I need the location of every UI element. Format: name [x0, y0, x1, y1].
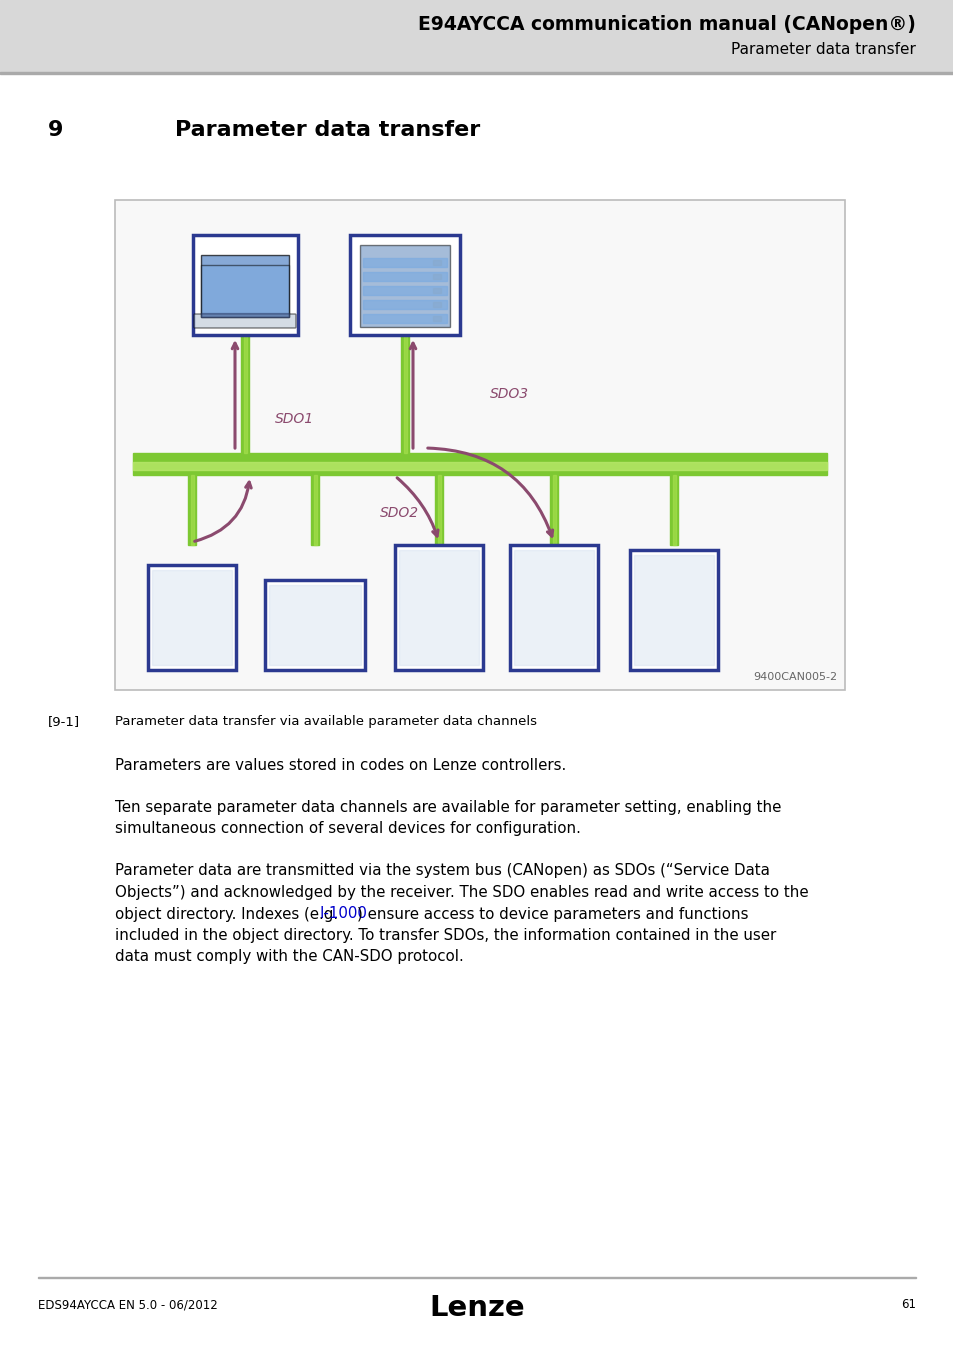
- Text: included in the object directory. To transfer SDOs, the information contained in: included in the object directory. To tra…: [115, 927, 776, 944]
- Text: data must comply with the CAN-SDO protocol.: data must comply with the CAN-SDO protoc…: [115, 949, 463, 964]
- Bar: [403, 335, 407, 454]
- Bar: [433, 316, 440, 321]
- Bar: [553, 475, 556, 545]
- Bar: [363, 315, 447, 323]
- Bar: [400, 335, 409, 454]
- Bar: [0, 0, 953, 72]
- Bar: [269, 585, 360, 666]
- Bar: [191, 475, 193, 545]
- Bar: [363, 258, 447, 267]
- FancyBboxPatch shape: [201, 255, 289, 317]
- Text: ) ensure access to device parameters and functions: ) ensure access to device parameters and…: [357, 906, 748, 922]
- Bar: [550, 475, 558, 545]
- Text: Lenze: Lenze: [429, 1295, 524, 1322]
- Text: [9-1]: [9-1]: [48, 716, 80, 728]
- FancyBboxPatch shape: [510, 545, 598, 670]
- FancyBboxPatch shape: [115, 200, 844, 690]
- Text: Parameter data transfer: Parameter data transfer: [174, 120, 479, 140]
- Bar: [363, 286, 447, 296]
- Bar: [152, 570, 232, 666]
- FancyBboxPatch shape: [265, 580, 365, 670]
- FancyBboxPatch shape: [359, 244, 450, 327]
- Bar: [433, 288, 440, 293]
- Text: simultaneous connection of several devices for configuration.: simultaneous connection of several devic…: [115, 822, 580, 837]
- Text: SDO3: SDO3: [490, 387, 529, 401]
- Bar: [0, 72, 953, 74]
- Text: 9400CAN005-2: 9400CAN005-2: [752, 672, 836, 682]
- Bar: [669, 475, 678, 545]
- Bar: [314, 475, 316, 545]
- Bar: [201, 313, 289, 317]
- Bar: [433, 274, 440, 279]
- Bar: [433, 261, 440, 265]
- Bar: [244, 335, 247, 454]
- Bar: [398, 549, 478, 666]
- FancyBboxPatch shape: [395, 545, 482, 670]
- Text: object directory. Indexes (e.g.: object directory. Indexes (e.g.: [115, 906, 342, 922]
- FancyBboxPatch shape: [201, 265, 289, 317]
- Bar: [311, 475, 318, 545]
- Text: SDO1: SDO1: [274, 412, 314, 427]
- Bar: [437, 475, 440, 545]
- Text: Objects”) and acknowledged by the receiver. The SDO enables read and write acces: Objects”) and acknowledged by the receiv…: [115, 886, 808, 900]
- Bar: [672, 475, 676, 545]
- Text: SDO2: SDO2: [379, 506, 418, 520]
- FancyBboxPatch shape: [350, 235, 459, 335]
- Text: 61: 61: [900, 1297, 915, 1311]
- Bar: [188, 475, 195, 545]
- FancyBboxPatch shape: [629, 549, 718, 670]
- Text: I-1000: I-1000: [319, 906, 367, 922]
- Text: Parameter data transfer via available parameter data channels: Parameter data transfer via available pa…: [115, 716, 537, 728]
- Text: E94AYCCA communication manual (CANopen®): E94AYCCA communication manual (CANopen®): [417, 15, 915, 34]
- FancyBboxPatch shape: [193, 315, 295, 328]
- Bar: [514, 549, 594, 666]
- Bar: [363, 300, 447, 309]
- Bar: [241, 335, 249, 454]
- Bar: [132, 462, 826, 470]
- Bar: [435, 475, 442, 545]
- Bar: [38, 1277, 915, 1278]
- Bar: [634, 555, 713, 666]
- Text: Ten separate parameter data channels are available for parameter setting, enabli: Ten separate parameter data channels are…: [115, 801, 781, 815]
- Bar: [363, 271, 447, 281]
- Text: EDS94AYCCA EN 5.0 - 06/2012: EDS94AYCCA EN 5.0 - 06/2012: [38, 1297, 217, 1311]
- Text: Parameter data transfer: Parameter data transfer: [730, 42, 915, 58]
- FancyBboxPatch shape: [193, 235, 297, 335]
- Text: Parameter data are transmitted via the system bus (CANopen) as SDOs (“Service Da: Parameter data are transmitted via the s…: [115, 864, 769, 879]
- Bar: [132, 454, 826, 475]
- FancyBboxPatch shape: [148, 566, 235, 670]
- Text: 9: 9: [48, 120, 63, 140]
- Text: Parameters are values stored in codes on Lenze controllers.: Parameters are values stored in codes on…: [115, 757, 566, 774]
- Bar: [433, 302, 440, 306]
